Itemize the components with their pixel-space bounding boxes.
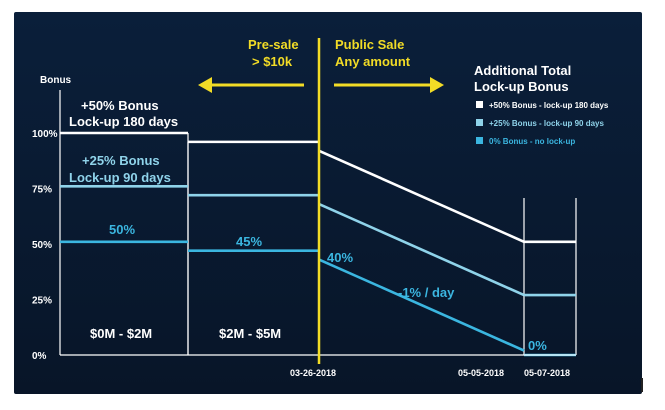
chart-title-line1: Additional Total xyxy=(474,63,571,78)
presale-label-line2: > $10k xyxy=(252,54,293,69)
y-tick-label-0: 0% xyxy=(32,351,47,362)
annot-public-nolock: 40% xyxy=(327,250,353,265)
date-label-2: 05-07-2018 xyxy=(524,368,570,378)
annot-lock180-line1: +50% Bonus xyxy=(81,98,159,113)
annot-lock90-line2: Lock-up 90 days xyxy=(69,170,171,185)
date-label-1: 05-05-2018 xyxy=(458,368,504,378)
annot-slope: -1% / day xyxy=(398,285,455,300)
date-label-0: 03-26-2018 xyxy=(290,368,336,378)
legend-swatch-1 xyxy=(476,119,483,126)
annot-lock90-line1: +25% Bonus xyxy=(82,153,160,168)
legend-label-2: 0% Bonus - no lock-up xyxy=(489,137,575,146)
public-lock180-decline xyxy=(318,149,525,243)
annot-tier2-nolock: 45% xyxy=(236,234,262,249)
y-tick-label-100: 100% xyxy=(32,129,58,140)
y-axis-label: Bonus xyxy=(40,75,72,86)
tier2-label: $2M - $5M xyxy=(219,326,281,341)
presale-arrow-head xyxy=(198,77,212,93)
annot-final-nolock: 0% xyxy=(528,338,547,353)
legend-swatch-0 xyxy=(476,101,483,108)
tier1-label: $0M - $2M xyxy=(90,326,152,341)
legend-label-0: +50% Bonus - lock-up 180 days xyxy=(489,101,609,110)
y-tick-label-50: 50% xyxy=(32,240,52,251)
chart-background xyxy=(14,12,642,394)
public-label-line2: Any amount xyxy=(335,54,411,69)
chart-svg: Bonus 100% 75% 50% 25% 0% Pre-sale > $10k Public… xyxy=(14,12,642,394)
legend-swatch-2 xyxy=(476,137,483,144)
public-arrow-head xyxy=(430,77,444,93)
y-tick-label-25: 25% xyxy=(32,296,52,307)
legend-label-1: +25% Bonus - lock-up 90 days xyxy=(489,119,604,128)
annot-lock180-line2: Lock-up 180 days xyxy=(69,114,178,129)
presale-label-line1: Pre-sale xyxy=(248,37,299,52)
bonus-chart: Bonus 100% 75% 50% 25% 0% Pre-sale > $10k Public… xyxy=(14,12,642,394)
public-nolock-decline xyxy=(318,258,525,352)
public-label-line1: Public Sale xyxy=(335,37,404,52)
page-edge-mark xyxy=(641,378,643,392)
public-lock90-decline xyxy=(318,202,525,297)
y-tick-label-75: 75% xyxy=(32,185,52,196)
chart-title-line2: Lock-up Bonus xyxy=(474,79,569,94)
annot-tier1-nolock: 50% xyxy=(109,222,135,237)
